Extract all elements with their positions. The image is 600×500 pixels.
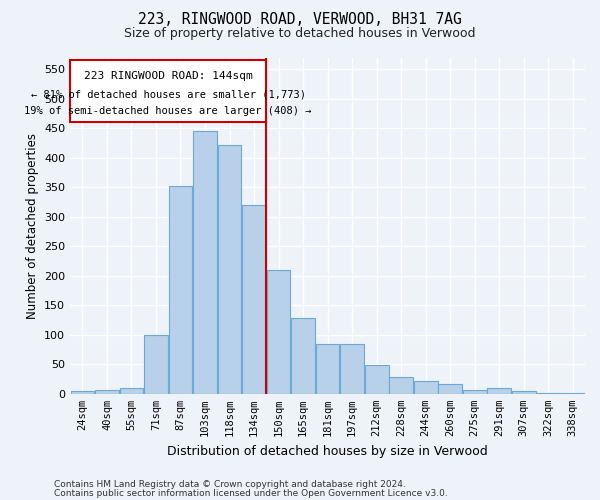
Bar (414, 381, 437, 394)
Bar (218, 145, 241, 394)
Bar (119, 388, 143, 394)
Bar (536, 392, 560, 394)
Bar (316, 344, 340, 394)
Bar (266, 270, 290, 394)
Bar (463, 390, 487, 394)
Bar (70, 60, 266, 122)
Text: Size of property relative to detached houses in Verwood: Size of property relative to detached ho… (124, 28, 476, 40)
X-axis label: Distribution of detached houses by size in Verwood: Distribution of detached houses by size … (167, 444, 488, 458)
Text: 223 RINGWOOD ROAD: 144sqm: 223 RINGWOOD ROAD: 144sqm (84, 71, 253, 81)
Bar (561, 392, 584, 394)
Bar (487, 388, 511, 394)
Bar (71, 392, 94, 394)
Bar (365, 366, 389, 394)
Bar (169, 186, 193, 394)
Bar (389, 378, 413, 394)
Text: ← 81% of detached houses are smaller (1,773): ← 81% of detached houses are smaller (1,… (31, 90, 306, 100)
Bar (438, 384, 462, 394)
Bar (340, 344, 364, 394)
Bar (512, 392, 536, 394)
Text: Contains public sector information licensed under the Open Government Licence v3: Contains public sector information licen… (54, 488, 448, 498)
Bar (193, 132, 217, 394)
Bar (95, 390, 119, 394)
Text: 19% of semi-detached houses are larger (408) →: 19% of semi-detached houses are larger (… (25, 106, 312, 116)
Text: Contains HM Land Registry data © Crown copyright and database right 2024.: Contains HM Land Registry data © Crown c… (54, 480, 406, 489)
Bar (291, 318, 315, 394)
Y-axis label: Number of detached properties: Number of detached properties (26, 132, 38, 318)
Bar (144, 335, 168, 394)
Text: 223, RINGWOOD ROAD, VERWOOD, BH31 7AG: 223, RINGWOOD ROAD, VERWOOD, BH31 7AG (138, 12, 462, 28)
Bar (242, 205, 266, 394)
